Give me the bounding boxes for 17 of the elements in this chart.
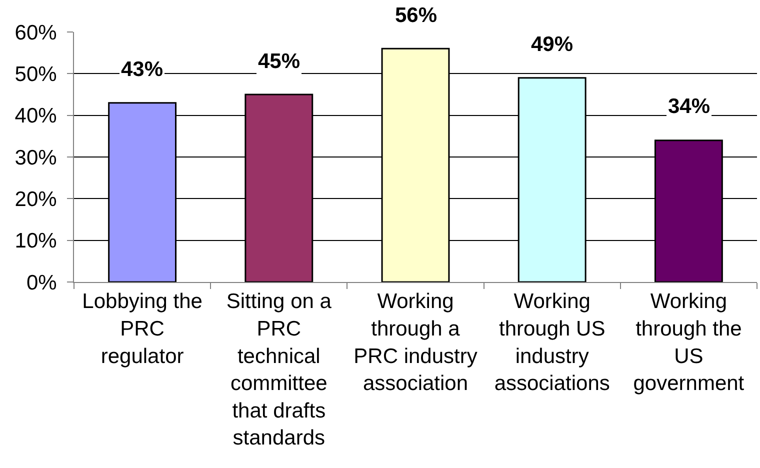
y-tick-label: 20% (14, 188, 57, 212)
x-tick-label: Working through the US government (633, 290, 744, 396)
data-label: 56% (395, 4, 438, 27)
x-tick-label: Working through a PRC industry association (354, 290, 478, 396)
y-tick-label: 50% (14, 63, 57, 86)
data-label: 34% (668, 95, 710, 118)
data-label: 43% (121, 58, 164, 81)
y-tick-label: 10% (14, 230, 57, 253)
x-tick-label: Sitting on a PRC technical committee that drafts standards (226, 290, 332, 450)
x-tick-label: Working through US industry associations (494, 290, 610, 396)
y-tick-label: 40% (14, 104, 57, 128)
data-label: 45% (258, 50, 300, 73)
y-tick-label: 30% (14, 146, 57, 170)
y-tick-label: 60% (14, 21, 57, 44)
data-label: 49% (531, 33, 574, 56)
y-tick-label: 0% (26, 271, 57, 294)
x-tick-label: Lobbying the PRC regulator (82, 290, 202, 368)
